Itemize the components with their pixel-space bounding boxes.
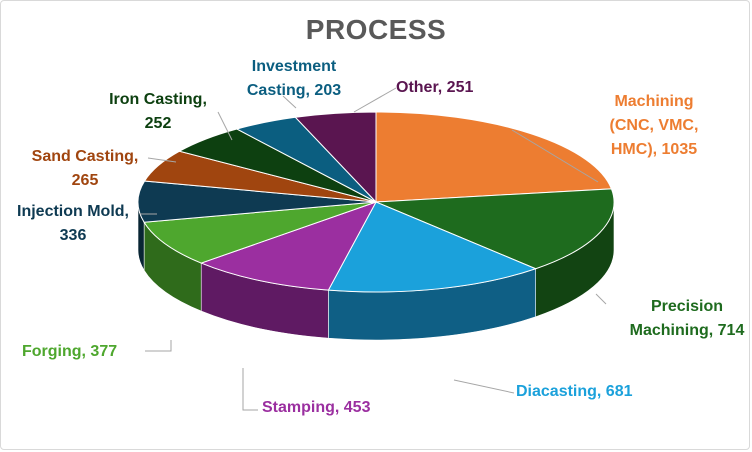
data-label-line: Machining	[614, 93, 694, 110]
data-label-line: Stamping, 453	[262, 399, 371, 416]
leader-line-9	[282, 95, 297, 109]
data-label-8: Iron Casting, 252	[96, 88, 220, 136]
data-label-line: Other, 251	[396, 79, 474, 96]
data-label-3: Diacasting, 681	[516, 380, 716, 404]
data-label-line: Casting, 203	[246, 82, 342, 99]
leader-line-10	[353, 87, 397, 113]
data-label-2: Precision Machining, 714	[612, 295, 752, 343]
pie-side-walls	[137, 201, 615, 341]
data-label-line: HMC), 1035	[610, 141, 698, 158]
data-label-line: (CNC, VMC,	[609, 117, 699, 134]
leader-line-5	[145, 340, 172, 352]
data-label-5: Forging, 377	[22, 340, 162, 364]
data-label-line: 336	[59, 227, 87, 244]
data-label-line: Forging, 377	[22, 343, 118, 360]
leader-line-8	[217, 111, 233, 141]
data-label-9: Investment Casting, 203	[232, 55, 356, 103]
leader-line-2	[595, 293, 607, 305]
data-label-line: Investment	[251, 58, 337, 75]
pie-slice-3	[327, 201, 538, 293]
leader-lines	[140, 87, 607, 411]
pie-slice-10	[294, 111, 377, 204]
data-label-line: Injection Mold,	[17, 203, 129, 220]
data-label-4: Stamping, 453	[262, 396, 422, 420]
data-label-7: Sand Casting, 265	[22, 145, 148, 193]
data-label-1: Machining (CNC, VMC, HMC), 1035	[584, 90, 724, 162]
data-label-line: 265	[71, 172, 99, 189]
pie-slice-6	[137, 180, 377, 223]
data-label-line: Machining, 714	[629, 322, 745, 339]
pie-slice-2	[375, 188, 615, 270]
data-label-line: 252	[144, 115, 172, 132]
leader-line-7	[147, 157, 177, 163]
pie-slices	[137, 111, 615, 293]
data-label-6: Injection Mold, 336	[6, 200, 140, 248]
pie-slice-4	[199, 201, 378, 291]
data-label-10: Other, 251	[396, 76, 536, 100]
leader-line-3	[453, 379, 515, 394]
data-label-line: Sand Casting,	[31, 148, 139, 165]
chart-title: PROCESS	[305, 14, 447, 45]
leader-line-1	[511, 129, 599, 183]
leader-line-4	[242, 368, 258, 411]
data-label-line: Diacasting, 681	[516, 383, 633, 400]
pie-slice-1	[375, 111, 613, 203]
data-label-line: Iron Casting,	[109, 91, 207, 108]
data-label-line: Precision	[650, 298, 724, 315]
